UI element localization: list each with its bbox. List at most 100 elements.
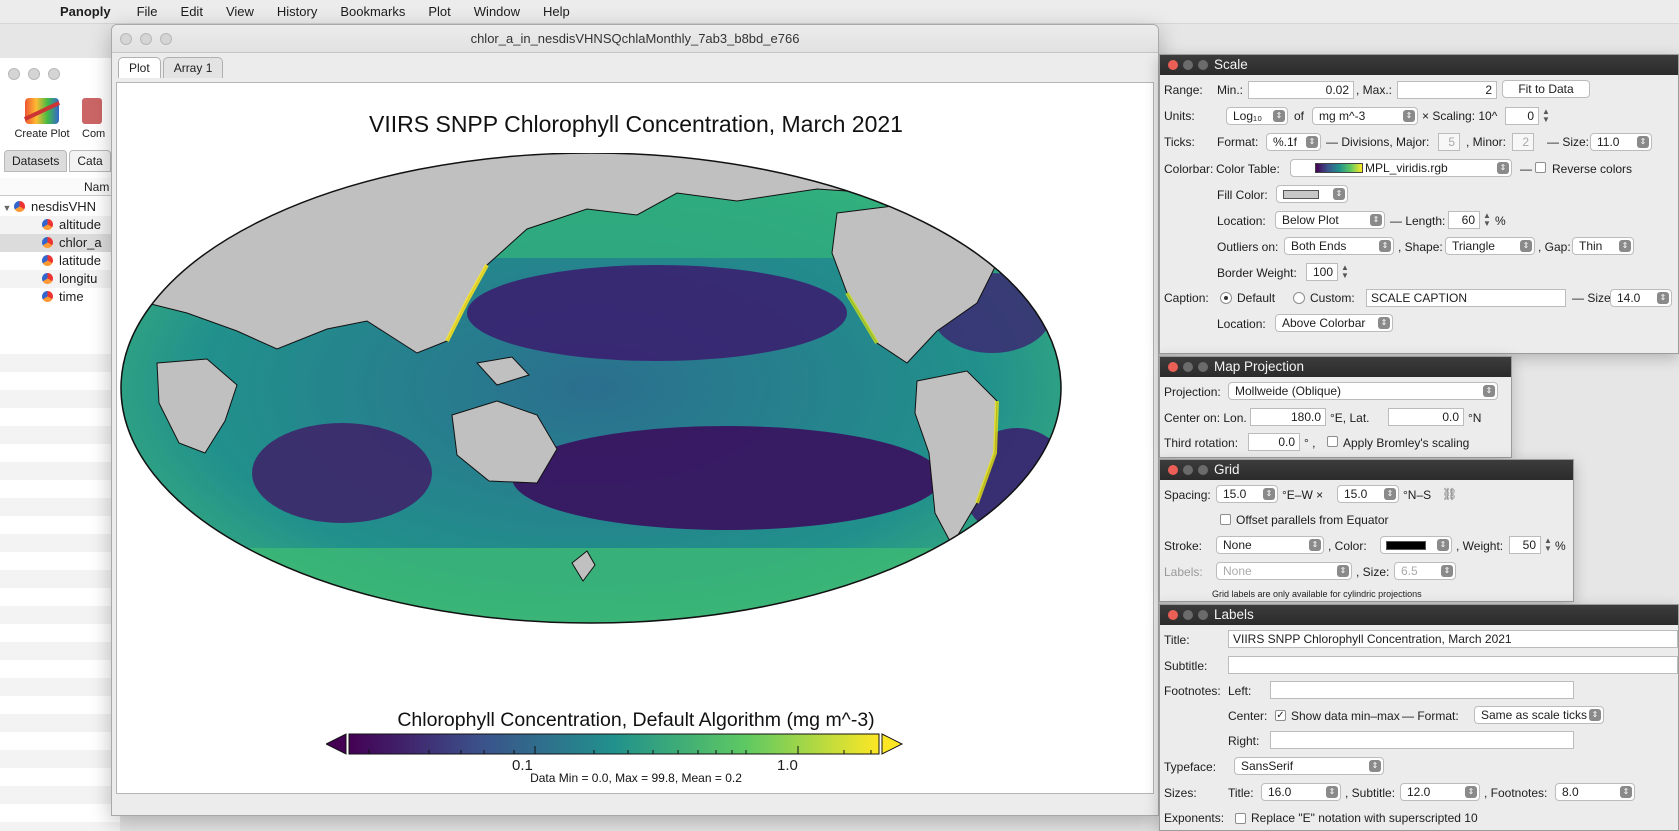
tab-plot[interactable]: Plot xyxy=(118,57,161,78)
menu-view[interactable]: View xyxy=(225,4,254,19)
zoom-button[interactable] xyxy=(48,68,60,80)
border-weight-stepper[interactable]: ▲ ▼ xyxy=(1341,263,1349,280)
projection-select[interactable]: Mollweide (Oblique) ⇕ xyxy=(1228,382,1498,400)
app-menu[interactable]: Panoply xyxy=(60,4,111,19)
zoom-button[interactable] xyxy=(1198,362,1208,372)
weight-field[interactable]: 50 xyxy=(1509,536,1541,554)
caption-location-select[interactable]: Above Colorbar ⇕ xyxy=(1275,314,1393,332)
menu-file[interactable]: File xyxy=(136,4,158,19)
ns-spacing-select[interactable]: 15.0 ⇕ xyxy=(1337,485,1399,503)
menu-window[interactable]: Window xyxy=(473,4,521,19)
minimize-button[interactable] xyxy=(1183,60,1193,70)
show-minmax-checkbox[interactable]: ✓ xyxy=(1275,710,1286,721)
minimize-button[interactable] xyxy=(140,33,152,45)
chlorophyll-map[interactable] xyxy=(117,153,1155,703)
minimize-button[interactable] xyxy=(1183,610,1193,620)
left-footnote-field[interactable] xyxy=(1270,681,1574,699)
labels-titlebar[interactable]: Labels xyxy=(1160,605,1678,625)
menu-edit[interactable]: Edit xyxy=(180,4,203,19)
colorbar[interactable] xyxy=(326,733,904,755)
close-button[interactable] xyxy=(1168,465,1178,475)
center-lat-field[interactable]: 0.0 xyxy=(1388,408,1464,426)
close-button[interactable] xyxy=(8,68,20,80)
title-size-select[interactable]: 16.0 ⇕ xyxy=(1261,783,1341,801)
outliers-select[interactable]: Both Ends ⇕ xyxy=(1284,237,1394,255)
zoom-button[interactable] xyxy=(1198,60,1208,70)
max-field[interactable]: 2 xyxy=(1397,81,1497,99)
tree-row-variable[interactable]: chlor_a xyxy=(0,234,120,252)
zoom-button[interactable] xyxy=(1198,465,1208,475)
close-button[interactable] xyxy=(1168,60,1178,70)
subtitle-field[interactable] xyxy=(1228,656,1678,674)
tree-row-variable[interactable]: longitu xyxy=(0,270,120,288)
menu-plot[interactable]: Plot xyxy=(428,4,451,19)
fill-color-select[interactable]: ⇕ xyxy=(1276,185,1348,203)
custom-caption-field[interactable]: SCALE CAPTION xyxy=(1366,289,1566,307)
minor-divisions-field[interactable]: 2 xyxy=(1512,133,1534,151)
weight-stepper[interactable]: ▲ ▼ xyxy=(1544,536,1552,553)
outlier-shape-select[interactable]: Triangle ⇕ xyxy=(1445,237,1535,255)
zoom-button[interactable] xyxy=(1198,610,1208,620)
scale-panel-titlebar[interactable]: Scale xyxy=(1160,55,1678,75)
menu-help[interactable]: Help xyxy=(543,4,570,19)
center-lon-field[interactable]: 180.0 xyxy=(1250,408,1326,426)
menu-history[interactable]: History xyxy=(276,4,318,19)
tab-array[interactable]: Array 1 xyxy=(162,57,224,78)
exponents-checkbox[interactable] xyxy=(1235,813,1246,824)
major-divisions-field[interactable]: 5 xyxy=(1438,133,1460,151)
tab-datasets[interactable]: Datasets xyxy=(4,150,68,172)
fit-to-data-button[interactable]: Fit to Data xyxy=(1502,80,1590,98)
grid-titlebar[interactable]: Grid xyxy=(1160,460,1573,480)
tab-catalogs[interactable]: Cata xyxy=(69,150,111,172)
offset-parallels-checkbox[interactable] xyxy=(1220,514,1231,525)
right-footnote-field[interactable] xyxy=(1270,731,1574,749)
minimize-button[interactable] xyxy=(1183,362,1193,372)
reverse-colors-checkbox[interactable] xyxy=(1535,162,1546,173)
grid-labels-select[interactable]: None ⇕ xyxy=(1216,562,1352,580)
plot-canvas[interactable]: VIIRS SNPP Chlorophyll Concentration, Ma… xyxy=(116,82,1154,794)
grid-label-size-select[interactable]: 6.5 ⇕ xyxy=(1394,562,1456,580)
close-button[interactable] xyxy=(120,33,132,45)
menu-bookmarks[interactable]: Bookmarks xyxy=(340,4,406,19)
colorbar-location-select[interactable]: Below Plot ⇕ xyxy=(1275,211,1385,229)
tree-row-variable[interactable]: time xyxy=(0,288,120,306)
caption-size-select[interactable]: 14.0 ⇕ xyxy=(1610,289,1672,307)
border-weight-field[interactable]: 100 xyxy=(1306,263,1338,281)
stroke-select[interactable]: None ⇕ xyxy=(1216,536,1324,554)
length-stepper[interactable]: ▲ ▼ xyxy=(1483,211,1491,228)
minimize-button[interactable] xyxy=(28,68,40,80)
units-select[interactable]: mg m^-3 ⇕ xyxy=(1312,107,1418,125)
close-button[interactable] xyxy=(1168,610,1178,620)
map-projection-titlebar[interactable]: Map Projection xyxy=(1160,357,1511,377)
link-icon[interactable]: ⛓ xyxy=(1442,487,1458,501)
min-field[interactable]: 0.02 xyxy=(1248,81,1354,99)
footnote-size-select[interactable]: 8.0 ⇕ xyxy=(1555,783,1635,801)
units-log-select[interactable]: Log₁₀ ⇕ xyxy=(1226,107,1288,125)
third-rotation-field[interactable]: 0.0 xyxy=(1248,433,1300,451)
ew-spacing-select[interactable]: 15.0 ⇕ xyxy=(1216,485,1278,503)
subtitle-size-select[interactable]: 12.0 ⇕ xyxy=(1400,783,1480,801)
name-column-header[interactable]: Nam xyxy=(0,178,120,196)
length-field[interactable]: 60 xyxy=(1448,211,1480,229)
color-table-select[interactable]: MPL_viridis.rgb ⇕ xyxy=(1290,159,1512,177)
minimize-button[interactable] xyxy=(1183,465,1193,475)
create-plot-button[interactable]: Create Plot xyxy=(10,98,74,140)
grid-color-select[interactable]: ⇕ xyxy=(1380,536,1452,554)
tree-row-dataset[interactable]: ▼ nesdisVHN xyxy=(0,198,120,216)
scaling-field[interactable]: 0 xyxy=(1505,107,1539,125)
scaling-stepper[interactable]: ▲ ▼ xyxy=(1542,107,1550,124)
zoom-button[interactable] xyxy=(160,33,172,45)
format-select[interactable]: %.1f ⇕ xyxy=(1266,133,1321,151)
title-field[interactable]: VIIRS SNPP Chlorophyll Concentration, Ma… xyxy=(1228,630,1678,648)
typeface-select[interactable]: SansSerif ⇕ xyxy=(1234,757,1384,775)
bromley-checkbox[interactable] xyxy=(1327,436,1338,447)
tick-size-select[interactable]: 11.0 ⇕ xyxy=(1590,133,1652,151)
gap-select[interactable]: Thin ⇕ xyxy=(1572,237,1634,255)
close-button[interactable] xyxy=(1168,362,1178,372)
disclosure-triangle-icon[interactable]: ▼ xyxy=(2,203,12,213)
combine-plot-button[interactable]: Com xyxy=(82,98,105,140)
plot-window-titlebar[interactable]: chlor_a_in_nesdisVHNSQchlaMonthly_7ab3_b… xyxy=(112,25,1158,53)
caption-default-radio[interactable] xyxy=(1220,292,1232,304)
caption-custom-radio[interactable] xyxy=(1293,292,1305,304)
tree-row-variable[interactable]: latitude xyxy=(0,252,120,270)
